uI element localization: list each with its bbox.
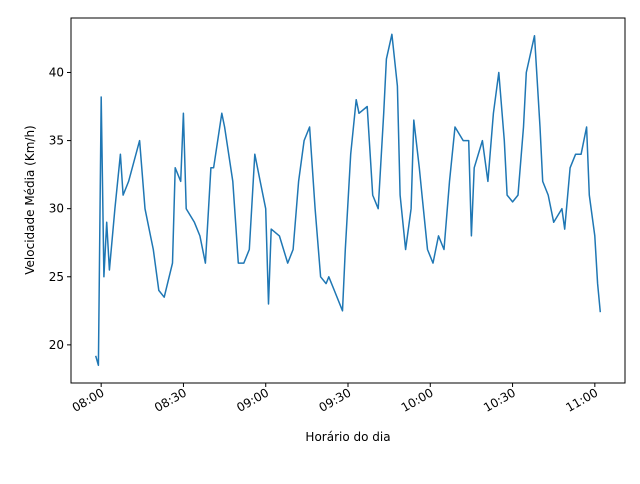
x-tick-label: 09:30 bbox=[317, 385, 354, 414]
x-tick-label: 09:00 bbox=[234, 385, 271, 414]
x-tick-label: 10:30 bbox=[481, 385, 518, 414]
y-tick-label: 35 bbox=[49, 134, 64, 148]
data-line bbox=[94, 33, 602, 367]
x-tick-label: 11:00 bbox=[563, 385, 600, 414]
x-tick-label: 08:00 bbox=[70, 385, 107, 414]
y-axis-label: Velocidade Média (Km/h) bbox=[23, 125, 37, 274]
x-tick-label: 10:00 bbox=[399, 385, 436, 414]
y-tick-label: 25 bbox=[49, 270, 64, 284]
x-tick-label: 08:30 bbox=[152, 385, 189, 414]
y-tick-label: 20 bbox=[49, 338, 64, 352]
y-tick-label: 30 bbox=[49, 202, 64, 216]
y-tick-label: 40 bbox=[49, 65, 64, 79]
x-axis-label: Horário do dia bbox=[305, 430, 390, 444]
